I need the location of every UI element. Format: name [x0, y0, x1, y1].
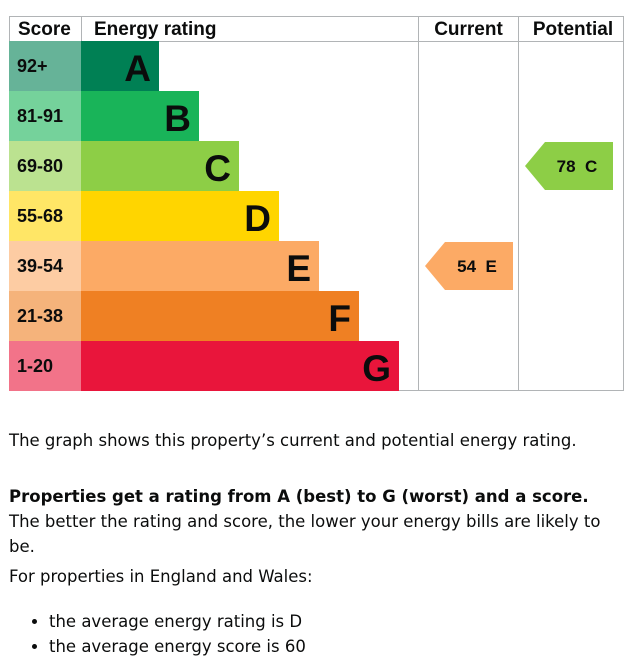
rating-bar-g	[81, 341, 399, 391]
potential-marker-label: 78 C	[557, 157, 598, 176]
rating-bar-c	[81, 141, 239, 191]
header-energy-rating: Energy rating	[94, 19, 216, 40]
score-label-e: 39-54	[17, 256, 63, 276]
header-current: Current	[434, 19, 503, 40]
score-cell-c	[9, 141, 81, 191]
average-rating-item: the average energy rating is D	[49, 609, 632, 634]
score-label-c: 69-80	[17, 156, 63, 176]
potential-marker	[525, 142, 613, 190]
averages-list: the average energy rating is D the avera…	[9, 609, 632, 659]
rating-letter-a: A	[124, 48, 151, 89]
epc-chart: Score Energy rating Current Potential 92…	[9, 16, 624, 391]
rating-letter-g: G	[362, 348, 391, 389]
current-marker	[425, 242, 513, 290]
current-marker-label: 54 E	[457, 257, 497, 276]
score-label-a: 92+	[17, 56, 48, 76]
rating-letter-b: B	[164, 98, 191, 139]
regional-intro: For properties in England and Wales:	[9, 567, 313, 586]
rating-bar-b	[81, 91, 199, 141]
score-label-d: 55-68	[17, 206, 63, 226]
rating-explanation-rest: The better the rating and score, the low…	[9, 512, 601, 556]
score-label-b: 81-91	[17, 106, 63, 126]
rating-explanation-bold: Properties get a rating from A (best) to…	[9, 487, 589, 506]
chart-description: The graph shows this property’s current …	[9, 431, 577, 450]
rating-letter-e: E	[286, 248, 311, 289]
rating-bands: 92+ A 81-91 B 69-80 C 55-68 D 39-54 E 21-38 F 1-20 G	[9, 41, 399, 391]
score-cell-a	[9, 41, 81, 91]
rating-bar-e	[81, 241, 319, 291]
rating-markers: 54 E 78 C	[425, 142, 613, 290]
rating-bar-a	[81, 41, 159, 91]
score-cell-e	[9, 241, 81, 291]
score-cell-f	[9, 291, 81, 341]
rating-letter-d: D	[244, 198, 271, 239]
score-cell-d	[9, 191, 81, 241]
rating-explanation: Properties get a rating from A (best) to…	[9, 484, 624, 559]
rating-letter-c: C	[204, 148, 231, 189]
rating-letter-f: F	[328, 298, 351, 339]
rating-bar-f	[81, 291, 359, 341]
score-cell-g	[9, 341, 81, 391]
score-label-g: 1-20	[17, 356, 53, 376]
header-score: Score	[18, 19, 71, 40]
score-label-f: 21-38	[17, 306, 63, 326]
rating-bar-d	[81, 191, 279, 241]
average-score-item: the average energy score is 60	[49, 634, 632, 659]
score-cell-b	[9, 91, 81, 141]
header-potential: Potential	[533, 19, 613, 40]
